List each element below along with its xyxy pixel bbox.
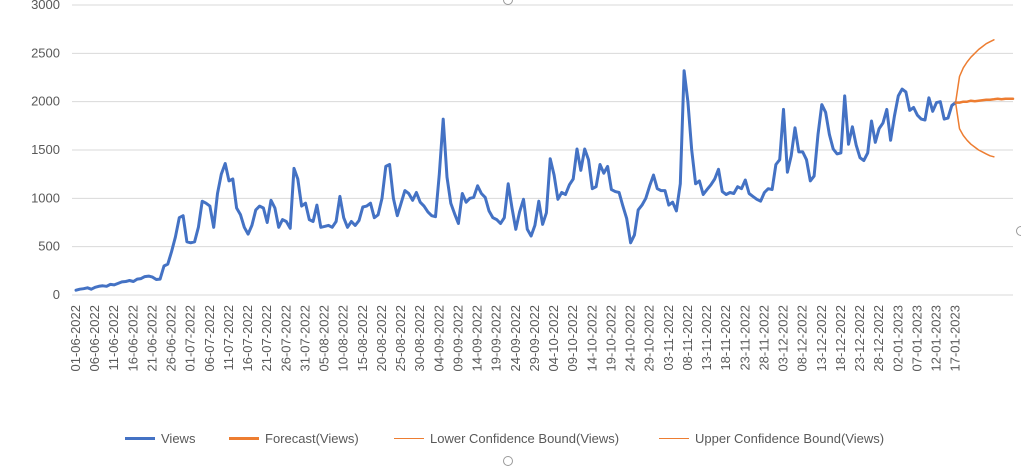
series-line-lower-bound — [954, 101, 995, 158]
x-tick-label: 09-09-2022 — [450, 305, 465, 372]
series-line-forecast — [954, 97, 1015, 104]
x-tick-label: 21-07-2022 — [259, 305, 274, 372]
x-tick-label: 18-12-2022 — [833, 305, 848, 372]
y-tick-label: 2000 — [31, 94, 60, 109]
x-tick-label: 28-12-2022 — [871, 305, 886, 372]
legend-label-lower-bound: Lower Confidence Bound(Views) — [430, 431, 620, 446]
x-tick-label: 29-09-2022 — [527, 305, 542, 372]
x-tick-label: 26-06-2022 — [164, 305, 179, 372]
legend-label-views: Views — [161, 431, 196, 446]
legend-swatch-forecast — [229, 437, 259, 440]
chart-legend: Views Forecast(Views) Lower Confidence B… — [0, 431, 1021, 449]
x-tick-label: 23-12-2022 — [852, 305, 867, 372]
series-line-views — [74, 69, 958, 292]
x-tick-label: 01-07-2022 — [183, 305, 198, 372]
x-tick-label: 11-07-2022 — [221, 305, 236, 371]
x-tick-label: 16-07-2022 — [240, 305, 255, 372]
legend-item-upper-bound: Upper Confidence Bound(Views) — [659, 431, 884, 446]
x-tick-label: 09-10-2022 — [565, 305, 580, 372]
x-tick-label: 03-12-2022 — [776, 305, 791, 372]
y-tick-label: 1000 — [31, 190, 60, 205]
x-tick-label: 03-11-2022 — [661, 305, 676, 371]
x-tick-label: 05-08-2022 — [317, 305, 332, 372]
x-tick-label: 20-08-2022 — [374, 305, 389, 372]
x-tick-label: 18-11-2022 — [718, 305, 733, 371]
x-tick-label: 01-06-2022 — [68, 305, 83, 372]
x-tick-label: 04-09-2022 — [431, 305, 446, 372]
legend-swatch-views — [125, 437, 155, 440]
y-tick-label: 2500 — [31, 45, 60, 60]
x-tick-label: 30-08-2022 — [412, 305, 427, 372]
x-tick-label: 13-12-2022 — [814, 305, 829, 372]
gridlines — [72, 4, 1013, 296]
x-tick-label: 19-09-2022 — [489, 305, 504, 372]
series-line-upper-bound — [954, 39, 995, 104]
y-axis-ticks: 0 500 1000 1500 2000 2500 3000 — [31, 0, 60, 302]
x-tick-label: 12-01-2023 — [929, 305, 944, 372]
legend-swatch-lower-bound — [394, 438, 424, 439]
x-tick-label: 04-10-2022 — [546, 305, 561, 372]
x-tick-label: 06-07-2022 — [202, 305, 217, 372]
legend-item-lower-bound: Lower Confidence Bound(Views) — [394, 431, 619, 446]
x-tick-label: 07-01-2023 — [909, 305, 924, 372]
chart-resize-handle-right[interactable] — [1016, 226, 1021, 236]
series-lines — [74, 39, 1015, 292]
legend-item-views: Views — [125, 431, 195, 446]
x-tick-label: 21-06-2022 — [144, 305, 159, 372]
x-tick-label: 25-08-2022 — [393, 305, 408, 372]
legend-swatch-upper-bound — [659, 438, 689, 439]
x-tick-label: 29-10-2022 — [642, 305, 657, 372]
x-tick-label: 08-11-2022 — [680, 305, 695, 371]
x-tick-label: 14-10-2022 — [584, 305, 599, 372]
x-tick-label: 14-09-2022 — [470, 305, 485, 372]
x-tick-label: 31-07-2022 — [297, 305, 312, 372]
y-tick-label: 3000 — [31, 0, 60, 12]
x-tick-label: 15-08-2022 — [355, 305, 370, 372]
x-tick-label: 28-11-2022 — [756, 305, 771, 371]
x-tick-label: 10-08-2022 — [336, 305, 351, 372]
x-tick-label: 11-06-2022 — [106, 305, 121, 371]
x-tick-label: 13-11-2022 — [699, 305, 714, 371]
x-tick-label: 23-11-2022 — [737, 305, 752, 371]
legend-label-forecast: Forecast(Views) — [265, 431, 359, 446]
legend-item-forecast: Forecast(Views) — [229, 431, 359, 446]
x-tick-label: 19-10-2022 — [603, 305, 618, 372]
x-tick-label: 24-09-2022 — [508, 305, 523, 372]
x-axis-ticks: 01-06-2022 06-06-2022 11-06-2022 16-06-2022… — [68, 305, 963, 372]
y-tick-label: 1500 — [31, 142, 60, 157]
x-tick-label: 24-10-2022 — [623, 305, 638, 372]
x-tick-label: 17-01-2023 — [948, 305, 963, 372]
x-tick-label: 26-07-2022 — [278, 305, 293, 372]
y-tick-label: 0 — [53, 287, 60, 302]
x-tick-label: 06-06-2022 — [87, 305, 102, 372]
x-tick-label: 16-06-2022 — [125, 305, 140, 372]
y-tick-label: 500 — [38, 239, 60, 254]
legend-label-upper-bound: Upper Confidence Bound(Views) — [695, 431, 885, 446]
x-tick-label: 08-12-2022 — [795, 305, 810, 372]
chart-resize-handle-bottom[interactable] — [503, 456, 513, 466]
x-tick-label: 02-01-2023 — [890, 305, 905, 372]
